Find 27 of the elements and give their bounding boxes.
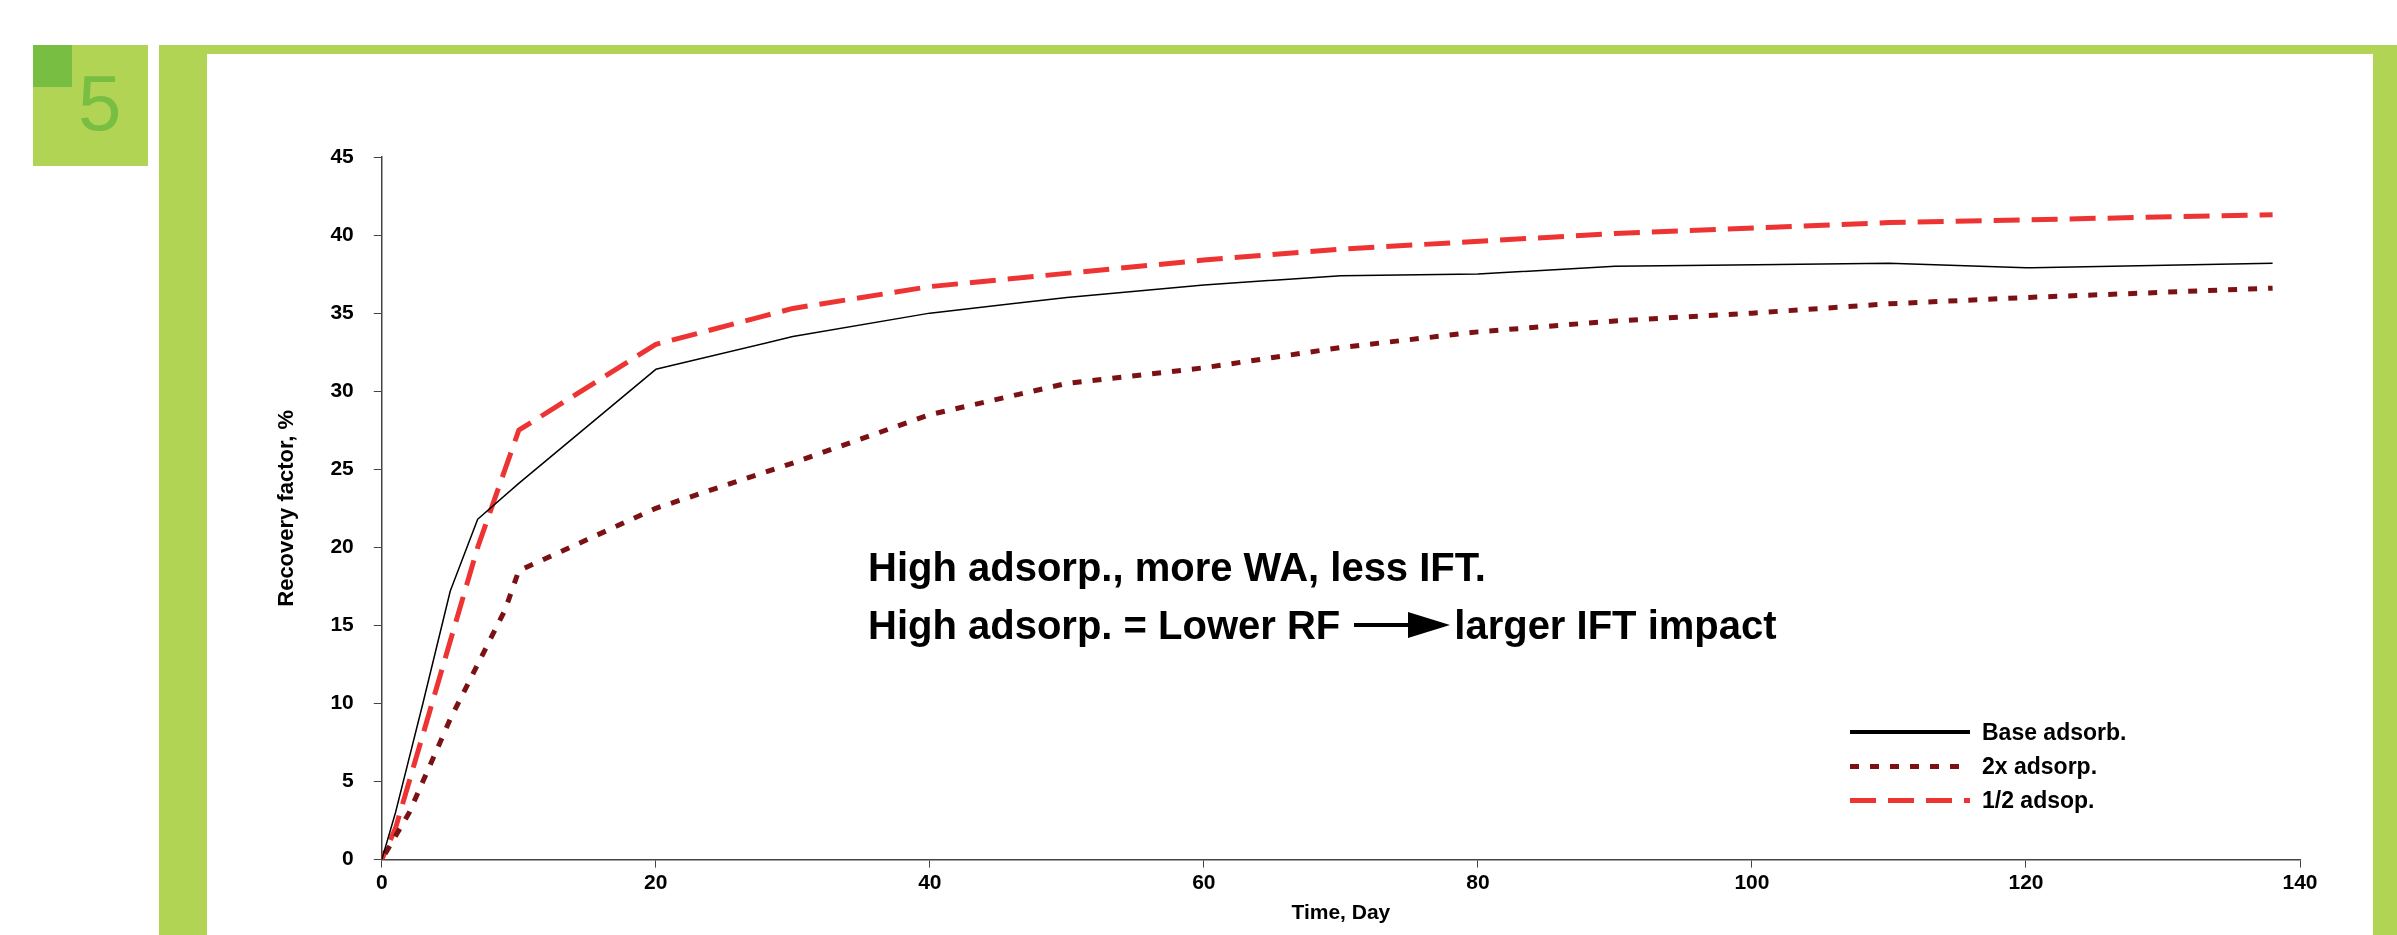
y-tick-label: 0	[342, 846, 354, 870]
x-tick-label: 20	[644, 870, 668, 893]
x-tick-label: 60	[1192, 870, 1216, 893]
annotation: High adsorp. = Lower RF	[868, 602, 1341, 649]
y-tick-label: 25	[330, 456, 355, 480]
x-axis-title: Time, Day	[1291, 900, 1391, 924]
x-tick-label: 140	[2282, 870, 2318, 893]
x-tick-label: 40	[918, 870, 942, 893]
y-tick-label: 10	[330, 690, 354, 714]
y-tick-label: 40	[330, 221, 354, 245]
x-tick-label: 100	[1734, 870, 1770, 893]
text: 5	[78, 58, 122, 148]
x-tick-label: 0	[375, 870, 388, 893]
legend-label: Base adsorb.	[1982, 718, 2127, 746]
y-tick-label: 15	[330, 612, 355, 636]
y-axis-title: Recovery factor, %	[273, 409, 299, 607]
legend-label: 1/2 adsop.	[1982, 786, 2095, 814]
annotation: larger IFT impact	[1454, 602, 1777, 649]
legend-label: 2x adsorp.	[1982, 752, 2098, 780]
y-tick-label: 20	[330, 534, 354, 558]
x-tick-label: 120	[2008, 870, 2044, 893]
x-tick-label: 80	[1466, 870, 1490, 893]
y-tick-label: 45	[330, 143, 355, 167]
y-tick-label: 5	[342, 768, 355, 792]
annotation: High adsorp., more WA, less IFT.	[868, 544, 1487, 591]
y-tick-label: 30	[330, 378, 354, 401]
y-tick-label: 35	[330, 299, 355, 323]
